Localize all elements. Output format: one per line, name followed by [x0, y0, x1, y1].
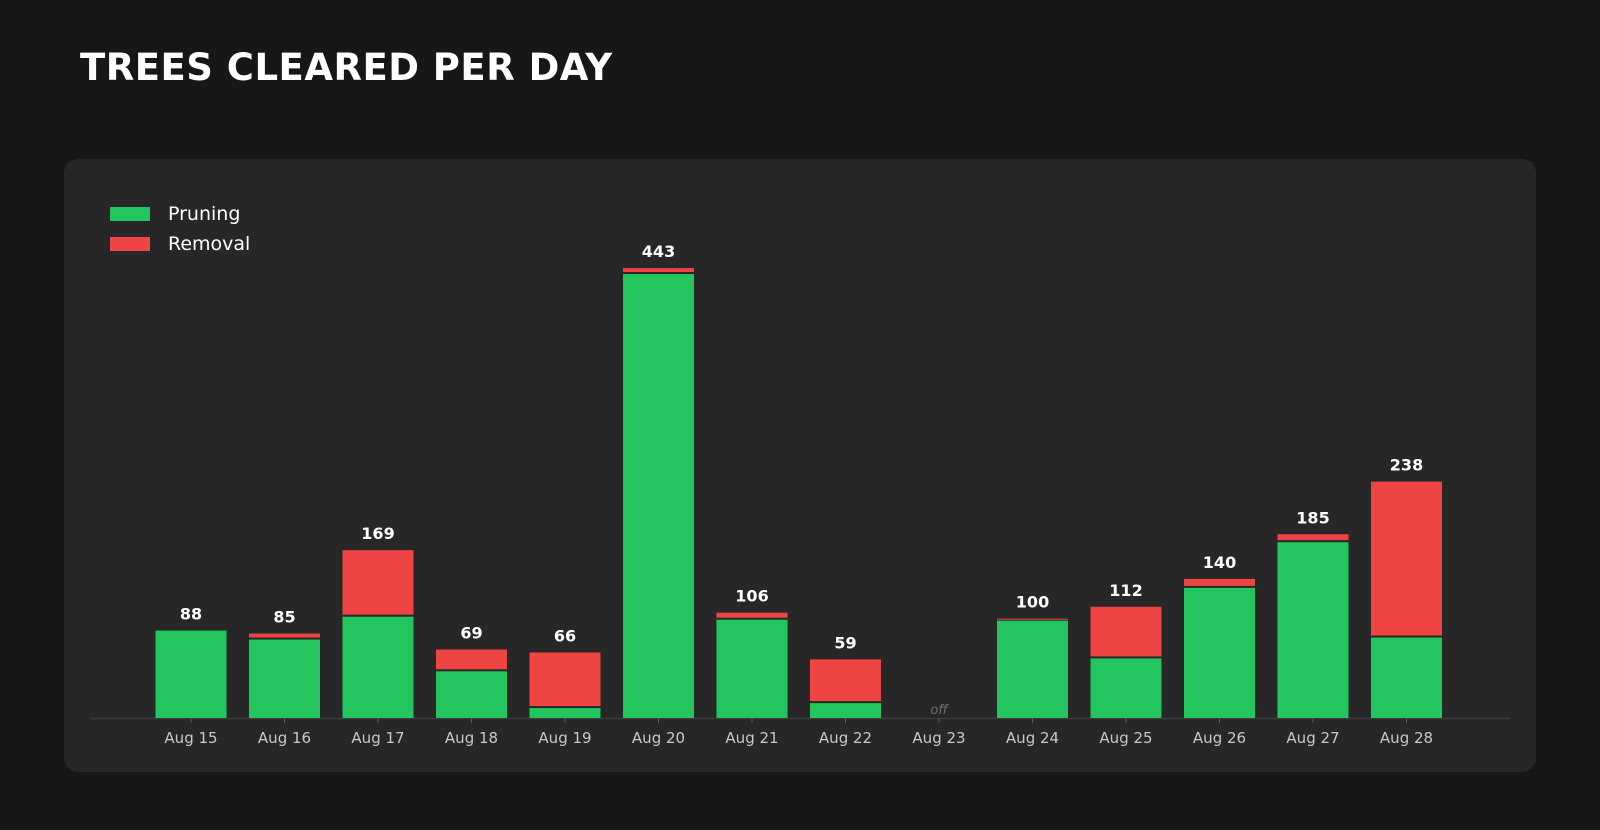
bar-removal-aug-17: [342, 550, 414, 615]
bar-removal-aug-26: [1184, 578, 1255, 586]
bar-chart: 88 Aug 15 85 Aug 16 169 Aug 17 69 Aug 18 66 Aug 1…: [91, 242, 1510, 747]
bar-pruning-aug-19: [529, 708, 601, 718]
x-tick-label-aug-23: Aug 23: [912, 729, 965, 747]
total-label-aug-28: 238: [1390, 456, 1423, 475]
total-label-aug-27: 185: [1296, 508, 1329, 527]
bar-pruning-aug-24: [997, 620, 1068, 718]
bar-pruning-aug-20: [623, 274, 694, 718]
page-title: TREES CLEARED PER DAY: [80, 46, 613, 89]
x-tick-label-aug-19: Aug 19: [538, 729, 591, 747]
x-tick-label-aug-17: Aug 17: [351, 729, 404, 747]
total-label-aug-19: 66: [554, 626, 576, 645]
x-tick-label-aug-21: Aug 21: [725, 729, 778, 747]
bar-pruning-aug-16: [249, 639, 320, 718]
total-label-aug-22: 59: [834, 633, 856, 652]
bar-pruning-aug-21: [716, 619, 788, 718]
bar-removal-aug-19: [529, 652, 601, 707]
total-label-aug-26: 140: [1203, 553, 1236, 572]
total-label-aug-21: 106: [735, 587, 768, 606]
bar-pruning-aug-18: [436, 671, 507, 718]
bar-removal-aug-20: [623, 268, 694, 273]
total-label-aug-17: 169: [361, 524, 394, 543]
total-label-aug-25: 112: [1109, 581, 1142, 600]
total-label-aug-24: 100: [1016, 593, 1049, 612]
x-tick-label-aug-26: Aug 26: [1193, 729, 1246, 747]
chart-legend: Pruning Removal: [110, 199, 250, 259]
x-tick-label-aug-28: Aug 28: [1380, 729, 1433, 747]
chart-card: Pruning Removal 88 Aug 15 85 Aug 16 169 Aug 1…: [64, 159, 1536, 772]
bar-removal-aug-18: [436, 649, 507, 670]
bar-removal-aug-16: [249, 633, 320, 638]
legend-swatch-pruning: [110, 207, 150, 221]
bar-pruning-aug-22: [810, 703, 881, 718]
total-label-aug-20: 443: [642, 242, 675, 261]
bar-pruning-aug-17: [342, 616, 414, 718]
x-tick-label-aug-24: Aug 24: [1006, 729, 1059, 747]
x-tick-label-aug-27: Aug 27: [1286, 729, 1339, 747]
total-label-aug-18: 69: [460, 623, 482, 642]
legend-label-pruning: Pruning: [168, 203, 241, 225]
total-label-aug-15: 88: [180, 605, 202, 624]
x-tick-label-aug-22: Aug 22: [819, 729, 872, 747]
bar-pruning-aug-27: [1277, 542, 1349, 718]
bar-pruning-aug-28: [1371, 637, 1442, 718]
annotation-off: off: [930, 703, 949, 718]
x-tick-label-aug-18: Aug 18: [445, 729, 498, 747]
bar-removal-aug-28: [1371, 481, 1442, 636]
x-tick-label-aug-20: Aug 20: [632, 729, 685, 747]
bar-removal-aug-22: [810, 659, 881, 702]
bar-pruning-aug-25: [1090, 658, 1162, 718]
x-tick-label-aug-25: Aug 25: [1099, 729, 1152, 747]
x-tick-label-aug-16: Aug 16: [258, 729, 311, 747]
bar-removal-aug-25: [1090, 606, 1162, 657]
bar-removal-aug-21: [716, 612, 788, 618]
bar-pruning-aug-26: [1184, 587, 1255, 718]
bar-removal-aug-27: [1277, 534, 1349, 541]
total-label-aug-16: 85: [273, 608, 295, 627]
bar-removal-aug-24: [997, 618, 1068, 620]
legend-item-pruning: Pruning: [110, 199, 250, 229]
x-tick-label-aug-15: Aug 15: [164, 729, 217, 747]
legend-label-removal: Removal: [168, 233, 251, 255]
legend-item-removal: Removal: [110, 229, 250, 259]
legend-swatch-removal: [110, 237, 150, 251]
bar-pruning-aug-15: [155, 630, 227, 718]
